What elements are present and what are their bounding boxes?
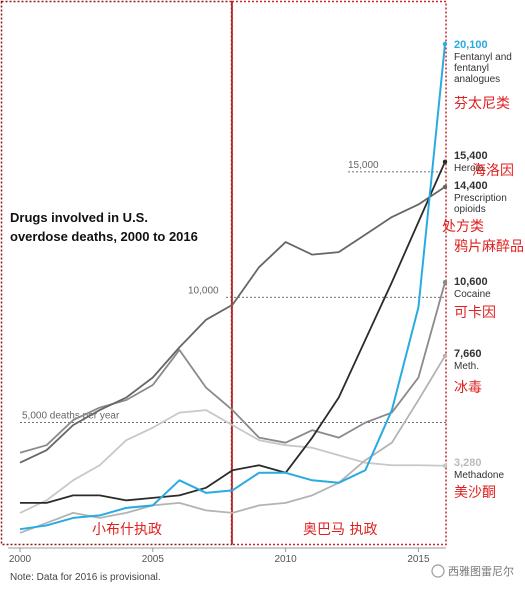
x-tick-label-2005: 2005 [142, 554, 165, 565]
series-endpoint-1 [442, 159, 448, 165]
end-value-5: 3,280 [454, 457, 482, 469]
reference-lines: 5,000 deaths per year 10,000 15,000 [20, 160, 446, 424]
reference-label-2: 15,000 [348, 160, 379, 171]
bush-era-box [0, 0, 233, 546]
end-name-0: Prescription opioids [454, 193, 507, 215]
series-line-heroin [20, 161, 446, 504]
cn-label-2: 芬太尼类 [454, 96, 510, 112]
end-value-2: 20,100 [454, 39, 488, 51]
footnote: Note: Data for 2016 is provisional. [10, 572, 161, 583]
cn-label-5: 美沙酮 [454, 485, 496, 501]
reference-label-0: 5,000 deaths per year [22, 411, 120, 422]
chart-title-line-1: Drugs involved in U.S. [10, 210, 148, 225]
end-value-0: 14,400 [454, 180, 488, 192]
x-tick-label-2015: 2015 [407, 554, 430, 565]
end-value-4: 7,660 [454, 348, 482, 360]
cn-label-4: 冰毒 [454, 380, 482, 396]
series-line-methadone [19, 409, 446, 514]
watermark-text: 西雅图雷尼尔 [448, 564, 514, 578]
series-lines [19, 41, 448, 534]
end-name-5: Methadone [454, 470, 504, 481]
x-tick-label-2010: 2010 [275, 554, 298, 565]
obama-era-box [231, 0, 447, 546]
cn-label-3: 可卡因 [454, 305, 496, 321]
chart-title: Drugs involved in U.S. overdose deaths, … [10, 210, 198, 244]
end-name-2: Fentanyl and fentanyl analogues [454, 52, 512, 85]
series-line-prescription-opioids [19, 186, 446, 464]
series-endpoint-3 [442, 280, 448, 285]
series-endpoint-4 [442, 353, 448, 359]
end-name-3: Cocaine [454, 289, 491, 300]
wechat-icon [431, 564, 445, 578]
chart-title-line-2: overdose deaths, 2000 to 2016 [10, 229, 198, 244]
end-name-4: Meth. [454, 361, 479, 372]
x-axis-ticks: 2000 2005 2010 2015 [9, 548, 430, 565]
end-value-1: 15,400 [454, 150, 488, 162]
series-endpoint-2 [442, 41, 448, 47]
end-value-3: 10,600 [454, 276, 488, 288]
cn-label-0: 处方类鸦片麻醉品 [442, 219, 524, 255]
x-tick-label-2000: 2000 [9, 554, 32, 565]
series-endpoint-0 [442, 184, 448, 190]
series-line-fentanyl-and-fentanyl-analogues [19, 43, 446, 531]
end-name-1: Heroin [454, 163, 483, 174]
series-line-cocaine [19, 281, 446, 454]
series-endpoint-5 [442, 463, 448, 468]
watermark: 西雅图雷尼尔 [431, 564, 514, 578]
cn-label-1: 海洛因 [472, 163, 514, 179]
obama-era-label: 奥巴马 执政 [303, 521, 377, 538]
reference-label-1: 10,000 [188, 285, 219, 296]
bush-era-label: 小布什执政 [92, 522, 162, 538]
